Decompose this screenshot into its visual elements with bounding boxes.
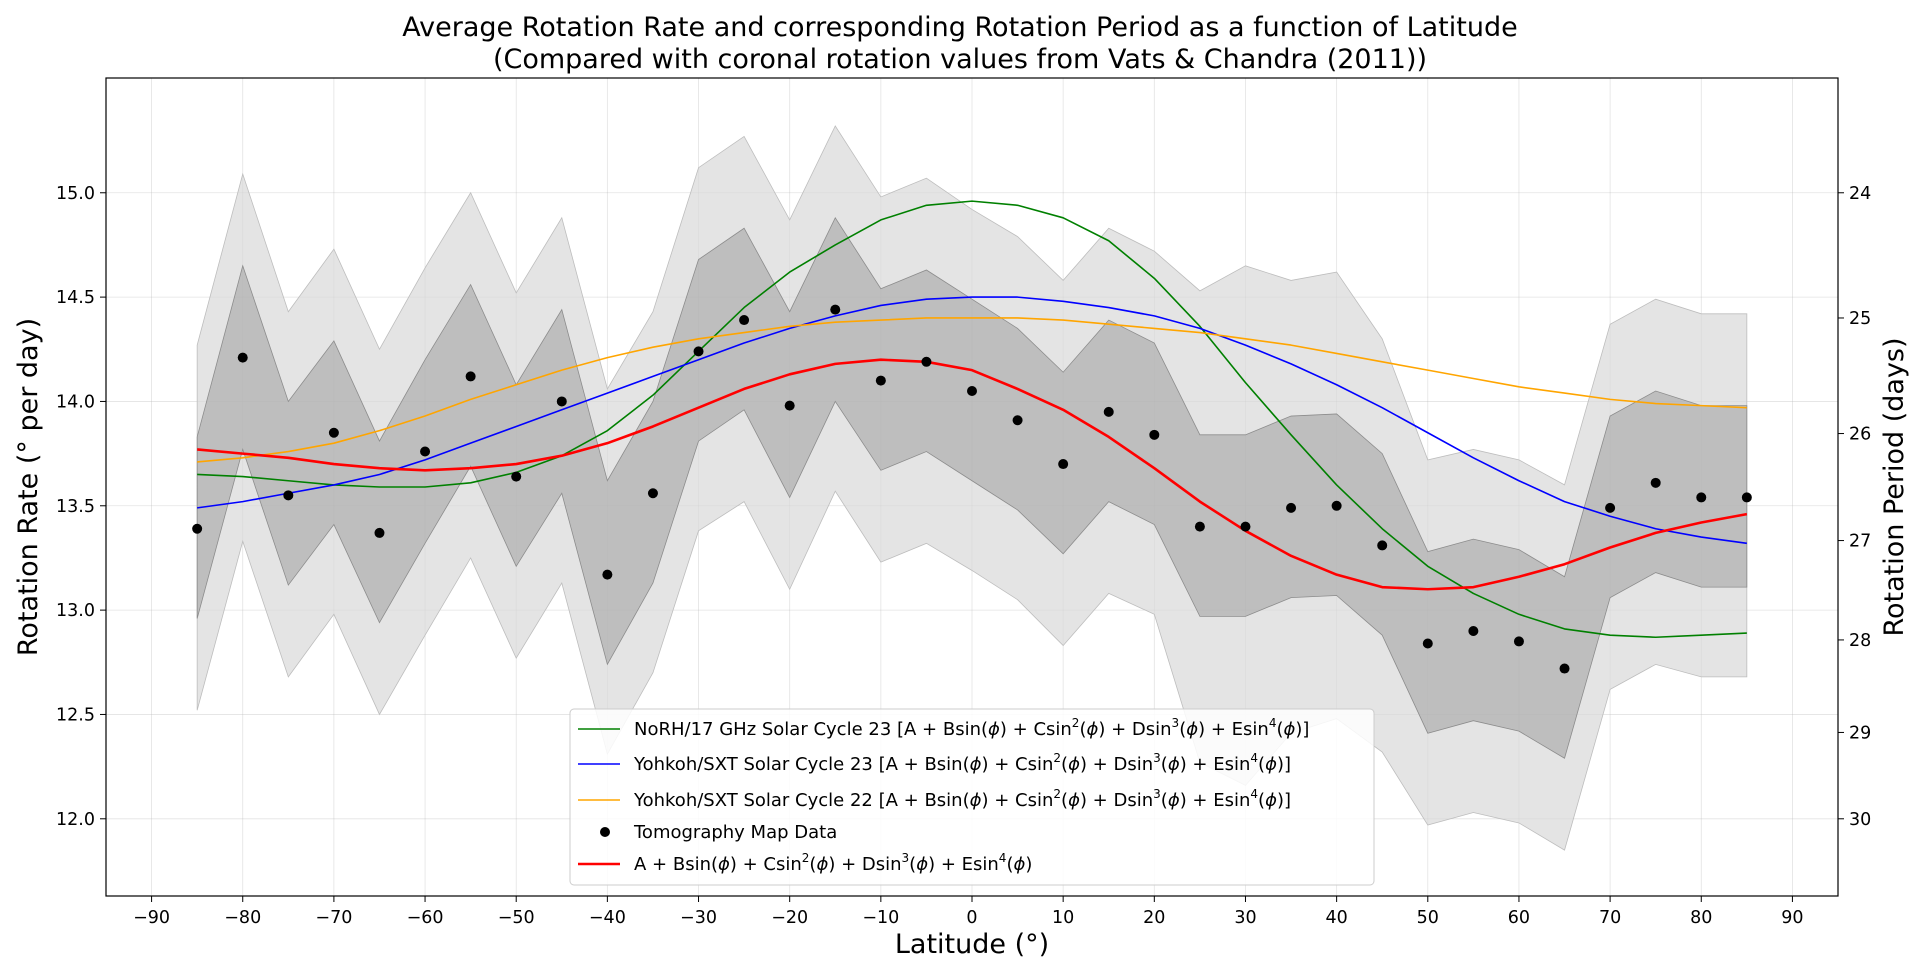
tomography-point--35: [647, 488, 658, 499]
tomography-point--45: [556, 396, 567, 407]
x-tick-label-0: 0: [966, 908, 977, 928]
x-tick-label-90: 90: [1781, 908, 1803, 928]
tomography-point--70: [328, 427, 339, 438]
yohkoh-sxt-cycle22-line: [197, 317, 1747, 463]
tomography-point--60: [420, 446, 431, 457]
y-axis-label: Rotation Rate (° per day): [13, 318, 44, 656]
y-right-tick-label-24: 24: [1849, 184, 1871, 204]
tomography-point-50: [1422, 638, 1433, 649]
legend-label-fit-line: A + Bsin(ϕ) + Csin2(ϕ) + Dsin3(ϕ) + Esin…: [634, 851, 1032, 875]
y-right-tick-label-28: 28: [1849, 631, 1871, 651]
outer-uncertainty-band: [196, 125, 1748, 851]
tomography-point-40: [1331, 500, 1342, 511]
x-tick-label-80: 80: [1690, 908, 1712, 928]
chart-title: Average Rotation Rate and corresponding …: [402, 12, 1517, 43]
inner-uncertainty-band: [196, 216, 1748, 759]
tomography-point-10: [1058, 459, 1069, 470]
y-right-ticks: 24 25 26 27 28 29 30: [1838, 184, 1871, 830]
x-tick-label-40: 40: [1325, 908, 1347, 928]
y-right-tick-label-29: 29: [1849, 723, 1871, 743]
x-tick-label--30: −30: [680, 908, 717, 928]
y-ticks: 12.0 12.5 13.0 13.5 14.0 14.5 15.0: [56, 184, 106, 830]
tomography-point--40: [602, 569, 613, 580]
x-tick-label-60: 60: [1508, 908, 1530, 928]
tomography-point--10: [875, 375, 886, 386]
x-tick-label--50: −50: [498, 908, 535, 928]
tomography-point-85: [1741, 492, 1752, 503]
y-tick-label-12.5: 12.5: [56, 705, 95, 725]
tomography-point-15: [1103, 406, 1114, 417]
tomography-point-70: [1605, 502, 1616, 513]
tomography-point--15: [830, 304, 841, 315]
y-right-tick-label-26: 26: [1849, 425, 1871, 445]
x-tick-label-70: 70: [1599, 908, 1621, 928]
x-tick-label--80: −80: [224, 908, 261, 928]
legend-label-norh-17ghz-cycle23-line: NoRH/17 GHz Solar Cycle 23 [A + Bsin(ϕ) …: [634, 716, 1309, 740]
y-tick-label-14: 14.0: [56, 392, 95, 412]
chart-subtitle: (Compared with coronal rotation values f…: [493, 44, 1427, 75]
y-right-tick-label-27: 27: [1849, 532, 1871, 552]
x-tick-label--70: −70: [315, 908, 352, 928]
uncertainty-bands: [196, 125, 1748, 851]
fit-line: [197, 358, 1748, 591]
x-axis-label: Latitude (°): [895, 929, 1049, 960]
y-tick-label-14.5: 14.5: [56, 288, 95, 308]
tomography-point-30: [1240, 521, 1251, 532]
x-tick-label--60: −60: [407, 908, 444, 928]
tomography-point-35: [1286, 502, 1297, 513]
x-tick-label--20: −20: [771, 908, 808, 928]
tomography-point-75: [1650, 477, 1661, 488]
tomography-point--20: [784, 400, 795, 411]
x-ticks: −90 −80 −70 −60 −50 −40 −30 −20 −10 0 10 20 30 40 50 60…: [133, 896, 1804, 928]
tomography-point--65: [374, 527, 385, 538]
tomography-point--5: [921, 356, 932, 367]
tomography-point--80: [237, 352, 248, 363]
tomography-point--25: [739, 315, 750, 326]
tomography-point--75: [283, 490, 294, 501]
tomography-point-25: [1194, 521, 1205, 532]
legend-label-yohkoh-sxt-cycle22-line: Yohkoh/SXT Solar Cycle 22 [A + Bsin(ϕ) +…: [633, 787, 1291, 811]
tomography-point-60: [1513, 636, 1524, 647]
x-tick-label-10: 10: [1052, 908, 1074, 928]
tomography-points: [192, 304, 1752, 674]
tomography-point--30: [693, 346, 704, 357]
x-tick-label--90: −90: [133, 908, 170, 928]
x-tick-label-20: 20: [1143, 908, 1165, 928]
x-tick-label-30: 30: [1234, 908, 1256, 928]
tomography-point--85: [192, 523, 203, 534]
series-lines: [197, 200, 1748, 639]
legend-box: [569, 708, 1375, 886]
tomography-point-65: [1559, 663, 1570, 674]
legend-marker-tomography: [600, 827, 610, 837]
y-tick-label-13.5: 13.5: [56, 497, 95, 517]
legend-label-tomography-point: Tomography Map Data: [633, 822, 837, 843]
y-tick-label-15: 15.0: [56, 184, 95, 204]
x-tick-label-50: 50: [1417, 908, 1439, 928]
tomography-point-5: [1012, 415, 1023, 426]
x-tick-label--10: −10: [862, 908, 899, 928]
tomography-point--50: [511, 471, 522, 482]
y-right-tick-label-30: 30: [1849, 810, 1871, 830]
y-tick-label-13: 13.0: [56, 601, 95, 621]
tomography-point-45: [1377, 540, 1388, 551]
tomography-point-80: [1696, 492, 1707, 503]
tomography-point--55: [465, 371, 476, 382]
y-right-tick-label-25: 25: [1849, 309, 1871, 329]
y-right-axis-label: Rotation Period (days): [1879, 337, 1910, 636]
tomography-point-0: [967, 386, 977, 397]
tomography-point-55: [1468, 625, 1479, 636]
y-tick-label-12: 12.0: [56, 810, 95, 830]
legend-label-yohkoh-sxt-cycle23-line: Yohkoh/SXT Solar Cycle 23 [A + Bsin(ϕ) +…: [633, 751, 1291, 775]
legend: NoRH/17 GHz Solar Cycle 23 [A + Bsin(ϕ) …: [569, 708, 1375, 886]
tomography-point-20: [1149, 429, 1160, 440]
x-tick-label--40: −40: [589, 908, 626, 928]
yohkoh-sxt-cycle23-line: [197, 296, 1747, 545]
norh-17ghz-cycle23-line: [197, 200, 1747, 639]
